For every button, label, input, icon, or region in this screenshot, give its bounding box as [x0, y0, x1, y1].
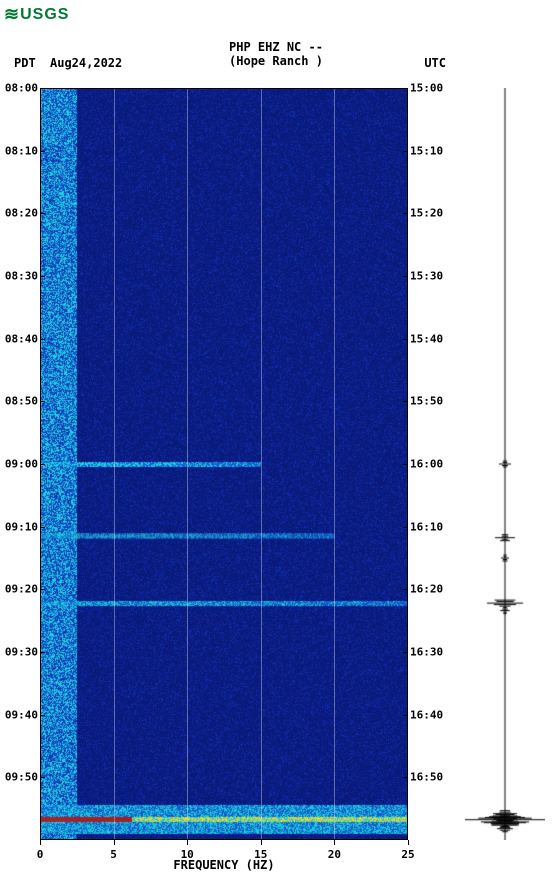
y-left-tick: 09:30 — [5, 646, 38, 659]
y-right-tick: 15:50 — [410, 395, 443, 408]
x-axis-label: FREQUENCY (HZ) — [40, 858, 408, 872]
logo-text: USGS — [20, 6, 69, 24]
y-right-tick: 15:30 — [410, 270, 443, 283]
y-axis-left-pdt: 08:0008:1008:2008:3008:4008:5009:0009:10… — [0, 88, 40, 840]
tz-left-label: PDT — [14, 56, 36, 70]
y-left-tick: 08:10 — [5, 144, 38, 157]
y-right-tick: 15:20 — [410, 207, 443, 220]
y-left-tick: 09:40 — [5, 708, 38, 721]
gridline — [187, 88, 188, 840]
tz-right-label: UTC — [424, 56, 446, 70]
y-right-tick: 15:40 — [410, 332, 443, 345]
seismogram-trace — [465, 88, 545, 840]
y-left-tick: 09:00 — [5, 458, 38, 471]
y-left-tick: 09:10 — [5, 520, 38, 533]
y-right-tick: 16:30 — [410, 646, 443, 659]
y-right-tick: 15:10 — [410, 144, 443, 157]
y-left-tick: 09:50 — [5, 771, 38, 784]
y-left-tick: 08:40 — [5, 332, 38, 345]
spectrogram-plot — [40, 88, 408, 840]
usgs-logo: ≋ USGS — [4, 4, 69, 25]
y-right-tick: 16:00 — [410, 458, 443, 471]
y-right-tick: 16:40 — [410, 708, 443, 721]
spectrogram-canvas — [40, 88, 408, 840]
date-label: Aug24,2022 — [50, 56, 122, 70]
y-axis-right-utc: 15:0015:1015:2015:3015:4015:5016:0016:10… — [408, 88, 458, 840]
y-left-tick: 08:50 — [5, 395, 38, 408]
y-left-tick: 08:20 — [5, 207, 38, 220]
y-right-tick: 15:00 — [410, 82, 443, 95]
gridline — [261, 88, 262, 840]
logo-wave-icon: ≋ — [4, 4, 17, 25]
y-left-tick: 09:20 — [5, 583, 38, 596]
y-left-tick: 08:00 — [5, 82, 38, 95]
y-right-tick: 16:50 — [410, 771, 443, 784]
y-right-tick: 16:10 — [410, 520, 443, 533]
gridline — [114, 88, 115, 840]
station-code: PHP EHZ NC -- — [0, 40, 552, 54]
gridline — [334, 88, 335, 840]
y-left-tick: 08:30 — [5, 270, 38, 283]
y-right-tick: 16:20 — [410, 583, 443, 596]
